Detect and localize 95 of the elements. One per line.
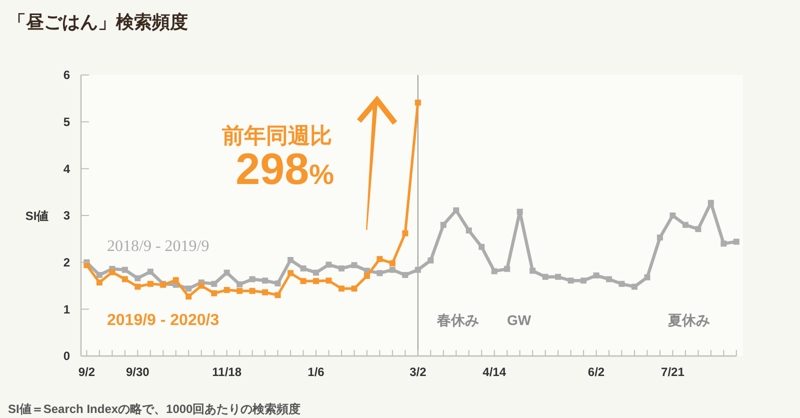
point: [172, 277, 179, 284]
annotation: 前年同週比: [221, 123, 332, 148]
x-tick-label: 9/2: [78, 365, 96, 380]
x-tick-label: 3/2: [410, 365, 427, 380]
point: [109, 269, 116, 276]
point: [198, 282, 204, 289]
point: [211, 280, 218, 287]
annotation: GW: [506, 312, 532, 328]
point: [122, 276, 128, 282]
y-tick-label: 3: [63, 208, 70, 223]
point: [402, 272, 408, 278]
point: [351, 286, 358, 292]
point: [364, 272, 370, 279]
point: [555, 274, 562, 280]
point: [186, 294, 192, 300]
series-label: 2019/9 - 2020/3: [107, 312, 220, 329]
point: [606, 276, 612, 282]
point: [644, 274, 650, 280]
point: [580, 278, 587, 284]
point: [262, 289, 268, 296]
point: [376, 256, 383, 262]
point: [147, 280, 154, 287]
y-tick-label: 0: [63, 349, 70, 364]
point: [414, 100, 421, 106]
point: [262, 278, 268, 284]
series-label: 2018/9 - 2019/9: [107, 238, 210, 255]
point: [236, 288, 243, 294]
point: [414, 266, 421, 273]
point: [733, 238, 740, 245]
x-tick-label: 7/21: [661, 365, 685, 380]
point: [670, 212, 676, 218]
point: [708, 200, 714, 206]
point: [351, 262, 358, 268]
point: [631, 284, 638, 290]
point: [593, 272, 600, 278]
point: [466, 227, 472, 234]
annotation: 夏休み: [667, 312, 710, 328]
point: [224, 286, 230, 293]
point: [389, 266, 396, 273]
point: [491, 268, 498, 274]
point: [428, 257, 434, 264]
point: [478, 244, 485, 250]
point: [338, 286, 344, 292]
point: [720, 240, 727, 247]
point: [300, 265, 306, 272]
y-tick-label: 4: [63, 162, 70, 176]
point: [542, 274, 548, 280]
point: [313, 278, 320, 284]
annotation: 春休み: [436, 312, 479, 328]
x-tick-label: 1/6: [308, 365, 325, 380]
point: [326, 262, 332, 268]
point: [656, 234, 663, 241]
point: [504, 266, 510, 272]
point: [224, 270, 230, 276]
point: [440, 222, 446, 228]
point: [682, 222, 688, 228]
y-tick-label: 2: [63, 256, 70, 270]
chart-title: 「昼ごはん」検索頻度: [8, 12, 188, 32]
point: [186, 286, 192, 292]
x-tick-label: 11/18: [212, 365, 242, 380]
point: [96, 279, 102, 286]
point: [211, 290, 218, 296]
point: [376, 270, 383, 276]
point: [695, 226, 702, 232]
y-tick-label: 5: [63, 115, 70, 130]
point: [96, 272, 102, 278]
point: [274, 280, 281, 286]
y-tick-label: 1: [63, 302, 70, 316]
point: [236, 281, 243, 288]
point: [516, 208, 523, 215]
point: [288, 270, 294, 276]
point: [568, 278, 574, 284]
x-tick-label: 4/14: [482, 365, 506, 380]
point: [147, 268, 154, 275]
point: [288, 256, 294, 263]
point: [300, 278, 306, 284]
point: [530, 268, 536, 274]
point: [249, 276, 256, 282]
point: [134, 284, 141, 290]
annotation: 298%: [236, 145, 334, 194]
point: [249, 288, 256, 294]
point: [402, 230, 408, 236]
point: [326, 278, 332, 284]
point: [618, 280, 625, 287]
point: [122, 266, 128, 273]
point: [313, 270, 320, 276]
y-axis-title: SI値: [25, 209, 49, 224]
x-tick-label: 6/2: [588, 365, 605, 380]
point: [134, 275, 141, 282]
point: [338, 265, 344, 272]
y-tick-label: 6: [63, 68, 70, 82]
point: [274, 292, 281, 298]
point: [389, 260, 396, 266]
text: SI値＝Search Indexの略で、1000回あたりの検索頻度: [8, 402, 301, 416]
x-tick-label: 9/30: [126, 365, 150, 380]
